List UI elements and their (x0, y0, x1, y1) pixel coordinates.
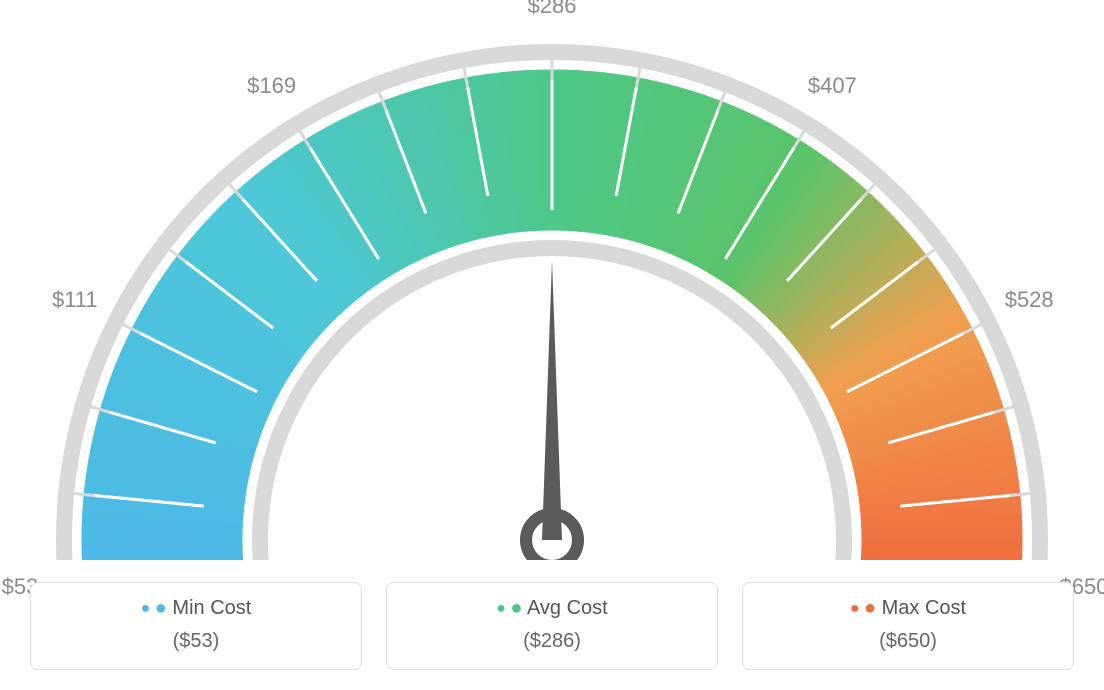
legend-label-max: ● Max Cost (743, 597, 1073, 620)
legend-value-min: ($53) (31, 630, 361, 653)
legend-card-max: ● Max Cost ($650) (742, 582, 1074, 670)
gauge-tick-label: $169 (247, 73, 296, 99)
legend-card-avg: ● Avg Cost ($286) (386, 582, 718, 670)
legend-card-min: ● Min Cost ($53) (30, 582, 362, 670)
gauge-tick-label: $407 (808, 73, 857, 99)
legend-value-max: ($650) (743, 630, 1073, 653)
legend-label-avg: ● Avg Cost (387, 597, 717, 620)
legend-value-avg: ($286) (387, 630, 717, 653)
gauge-tick-label: $111 (52, 287, 98, 313)
cost-gauge-chart: $53$111$169$286$407$528$650 ● Min Cost (… (0, 0, 1104, 690)
gauge-svg (0, 0, 1104, 560)
gauge-tick-label: $528 (1005, 287, 1054, 313)
gauge-tick-label: $286 (528, 0, 577, 19)
legend-label-min: ● Min Cost (31, 597, 361, 620)
gauge-area: $53$111$169$286$407$528$650 (0, 0, 1104, 560)
legend-row: ● Min Cost ($53) ● Avg Cost ($286) ● Max… (30, 582, 1074, 670)
